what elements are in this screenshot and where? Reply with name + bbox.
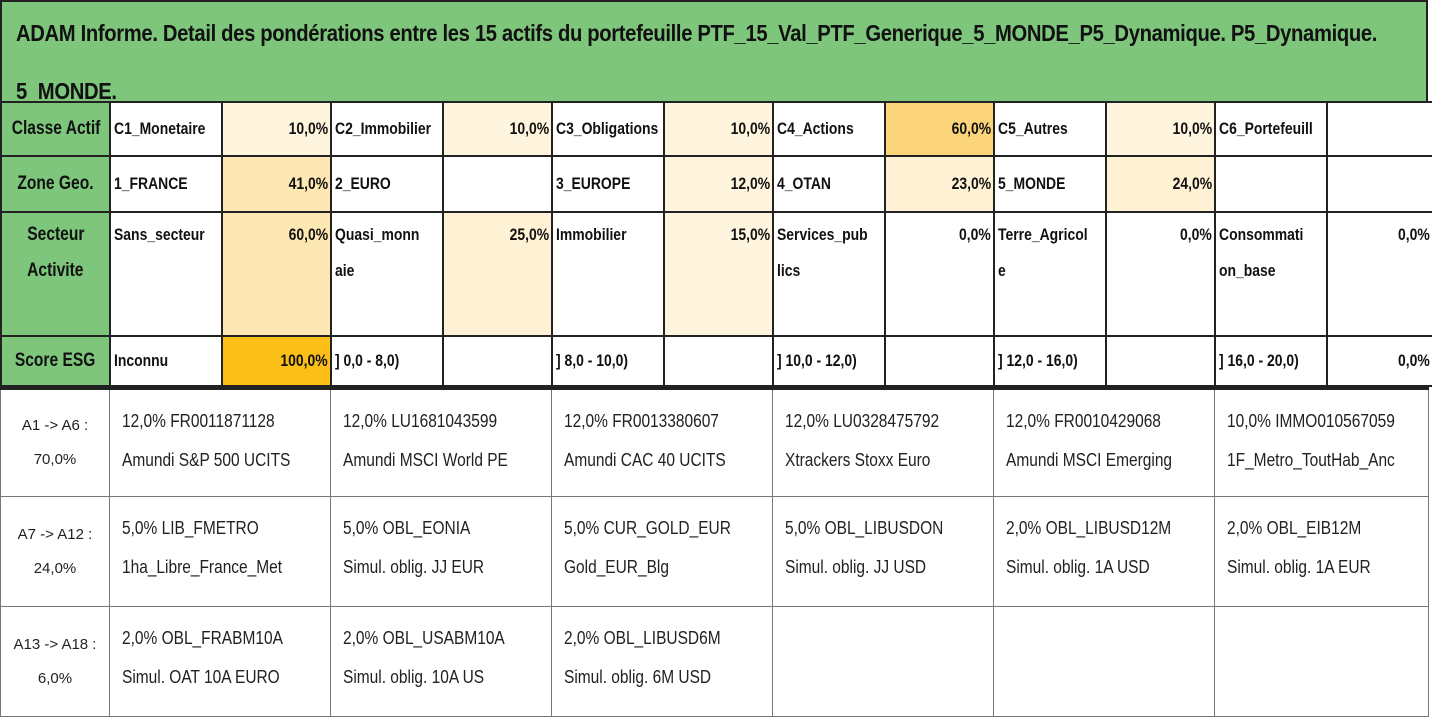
asset-cell [993,606,1215,717]
secteur-name: Terre_Agricol e [993,211,1107,337]
asset-group-label: A7 -> A12 :24,0% [0,496,110,607]
asset-cell: 12,0% LU0328475792 Xtrackers Stoxx Euro [772,388,994,497]
classe-actif-name: C6_Portefeuill [1214,101,1328,157]
secteur-pct: 15,0% [663,211,774,337]
report-title: ADAM Informe. Detail des pondérations en… [0,0,1428,104]
zone-geo-name: 4_OTAN [772,155,886,213]
classe-actif-pct: 10,0% [221,101,332,157]
classe-actif-pct: 60,0% [884,101,995,157]
asset-cell: 2,0% OBL_LIBUSD6M Simul. oblig. 6M USD [551,606,773,717]
esg-pct [663,335,774,387]
asset-cell: 5,0% OBL_LIBUSDON Simul. oblig. JJ USD [772,496,994,607]
asset-cell: 2,0% OBL_USABM10A Simul. oblig. 10A US [330,606,552,717]
esg-pct: 0,0% [1326,335,1432,387]
secteur-name: Services_pub lics [772,211,886,337]
asset-cell: 5,0% OBL_EONIA Simul. oblig. JJ EUR [330,496,552,607]
secteur-pct: 60,0% [221,211,332,337]
asset-cell: 2,0% OBL_LIBUSD12M Simul. oblig. 1A USD [993,496,1215,607]
asset-group-row: A13 -> A18 :6,0% 2,0% OBL_FRABM10A Simul.… [0,606,1429,717]
asset-group-row: A1 -> A6 :70,0% 12,0% FR0011871128 Amundi… [0,388,1429,497]
classe-actif-name: C3_Obligations [551,101,665,157]
row-secteur-activite: Secteur Activite Sans_secteur 60,0% Quas… [0,211,1432,337]
asset-cell: 12,0% FR0010429068 Amundi MSCI Emerging [993,388,1215,497]
title-line-2: 5_MONDE. [16,78,117,104]
esg-name: Inconnu [109,335,223,387]
secteur-name: Quasi_monn aie [330,211,444,337]
zone-geo-pct: 41,0% [221,155,332,213]
asset-cell: 5,0% LIB_FMETRO 1ha_Libre_France_Met [109,496,331,607]
zone-geo-name [1214,155,1328,213]
esg-name: ] 12,0 - 16,0) [993,335,1107,387]
zone-geo-name: 2_EURO [330,155,444,213]
title-line-1: ADAM Informe. Detail des pondérations en… [16,20,1378,46]
esg-name: ] 16,0 - 20,0) [1214,335,1328,387]
asset-cell: 5,0% CUR_GOLD_EUR Gold_EUR_Blg [551,496,773,607]
zone-geo-name: 5_MONDE [993,155,1107,213]
allocation-table: Classe Actif C1_Monetaire 10,0% C2_Immob… [0,101,1432,387]
zone-geo-name: 1_FRANCE [109,155,223,213]
secteur-pct: 0,0% [1326,211,1432,337]
asset-cell: 12,0% FR0011871128 Amundi S&P 500 UCITS [109,388,331,497]
asset-group-label: A1 -> A6 :70,0% [0,388,110,497]
classe-actif-pct: 10,0% [442,101,553,157]
classe-actif-pct [1326,101,1432,157]
secteur-name: Consommati on_base [1214,211,1328,337]
asset-cell [1214,606,1429,717]
asset-cell [772,606,994,717]
row-zone-geo: Zone Geo. 1_FRANCE 41,0% 2_EURO 3_EUROPE… [0,155,1432,213]
esg-pct: 100,0% [221,335,332,387]
classe-actif-name: C4_Actions [772,101,886,157]
asset-cell: 2,0% OBL_EIB12M Simul. oblig. 1A EUR [1214,496,1429,607]
zone-geo-pct: 24,0% [1105,155,1216,213]
assets-table: A1 -> A6 :70,0% 12,0% FR0011871128 Amundi… [0,387,1429,717]
label-classe-actif: Classe Actif [0,101,111,157]
secteur-pct: 0,0% [1105,211,1216,337]
zone-geo-pct: 23,0% [884,155,995,213]
classe-actif-name: C1_Monetaire [109,101,223,157]
esg-pct [1105,335,1216,387]
zone-geo-pct [442,155,553,213]
asset-group-row: A7 -> A12 :24,0% 5,0% LIB_FMETRO 1ha_Libr… [0,496,1429,607]
label-score-esg: Score ESG [0,335,111,387]
secteur-pct: 0,0% [884,211,995,337]
asset-group-label: A13 -> A18 :6,0% [0,606,110,717]
asset-cell: 2,0% OBL_FRABM10A Simul. OAT 10A EURO [109,606,331,717]
secteur-pct: 25,0% [442,211,553,337]
secteur-name: Immobilier [551,211,665,337]
zone-geo-pct [1326,155,1432,213]
esg-name: ] 0,0 - 8,0) [330,335,444,387]
classe-actif-name: C2_Immobilier [330,101,444,157]
zone-geo-pct: 12,0% [663,155,774,213]
asset-cell: 12,0% FR0013380607 Amundi CAC 40 UCITS [551,388,773,497]
asset-cell: 12,0% LU1681043599 Amundi MSCI World PE [330,388,552,497]
label-zone-geo: Zone Geo. [0,155,111,213]
classe-actif-pct: 10,0% [663,101,774,157]
esg-pct [442,335,553,387]
classe-actif-name: C5_Autres [993,101,1107,157]
zone-geo-name: 3_EUROPE [551,155,665,213]
asset-cell: 10,0% IMMO010567059 1F_Metro_ToutHab_Anc [1214,388,1429,497]
esg-name: ] 8,0 - 10,0) [551,335,665,387]
row-classe-actif: Classe Actif C1_Monetaire 10,0% C2_Immob… [0,101,1432,157]
classe-actif-pct: 10,0% [1105,101,1216,157]
esg-pct [884,335,995,387]
esg-name: ] 10,0 - 12,0) [772,335,886,387]
row-score-esg: Score ESG Inconnu 100,0% ] 0,0 - 8,0) ] … [0,335,1432,387]
label-secteur-activite: Secteur Activite [0,211,111,337]
secteur-name: Sans_secteur [109,211,223,337]
